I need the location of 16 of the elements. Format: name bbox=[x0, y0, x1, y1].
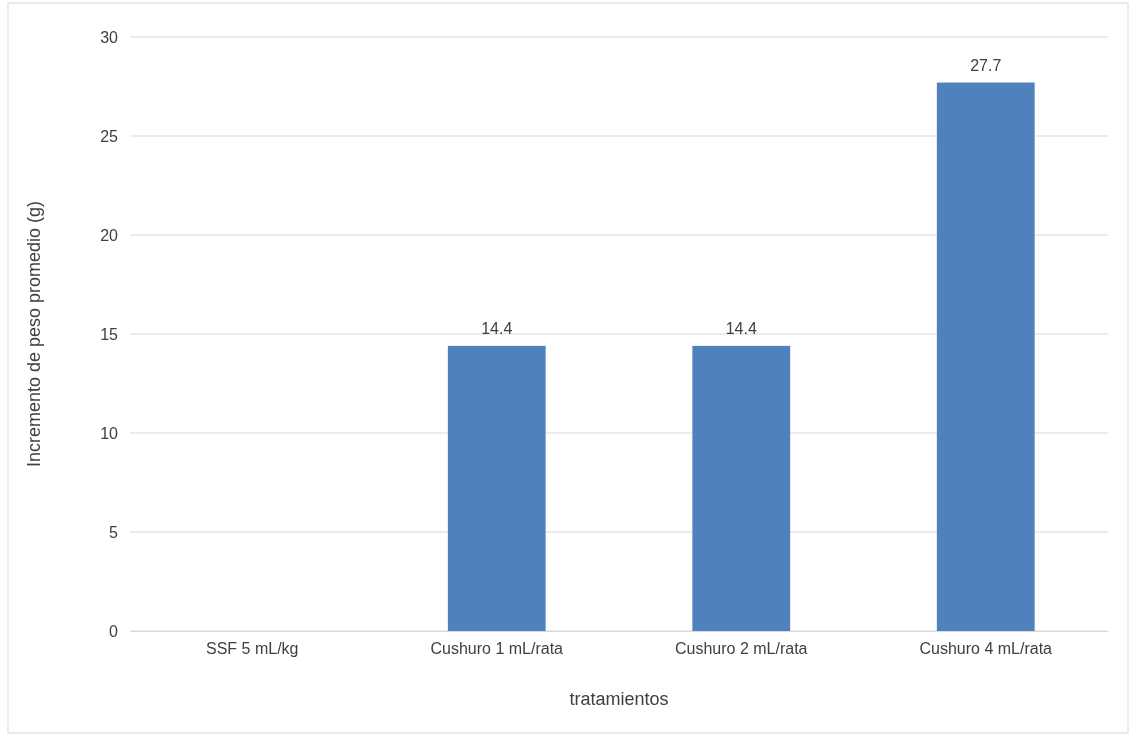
x-tick-label: Cushuro 4 mL/rata bbox=[919, 640, 1053, 658]
x-tick-label: Cushuro 1 mL/rata bbox=[430, 640, 564, 658]
y-tick-label: 10 bbox=[100, 424, 119, 442]
x-axis-title: tratamientos bbox=[569, 689, 669, 709]
y-tick-label: 5 bbox=[109, 523, 119, 541]
data-label: 14.4 bbox=[725, 319, 757, 337]
x-tick-label: Cushuro 2 mL/rata bbox=[674, 640, 808, 658]
y-tick-label: 30 bbox=[100, 28, 119, 46]
y-tick-label: 25 bbox=[100, 127, 119, 145]
data-label: 14.4 bbox=[481, 319, 513, 337]
y-tick-label: 15 bbox=[100, 325, 119, 343]
y-tick-label: 20 bbox=[100, 226, 119, 244]
x-tick-label: SSF 5 mL/kg bbox=[206, 640, 299, 658]
data-label: 27.7 bbox=[970, 56, 1002, 74]
y-axis-title: Incremento de peso promedio (g) bbox=[24, 200, 44, 468]
y-tick-label: 0 bbox=[109, 622, 119, 640]
